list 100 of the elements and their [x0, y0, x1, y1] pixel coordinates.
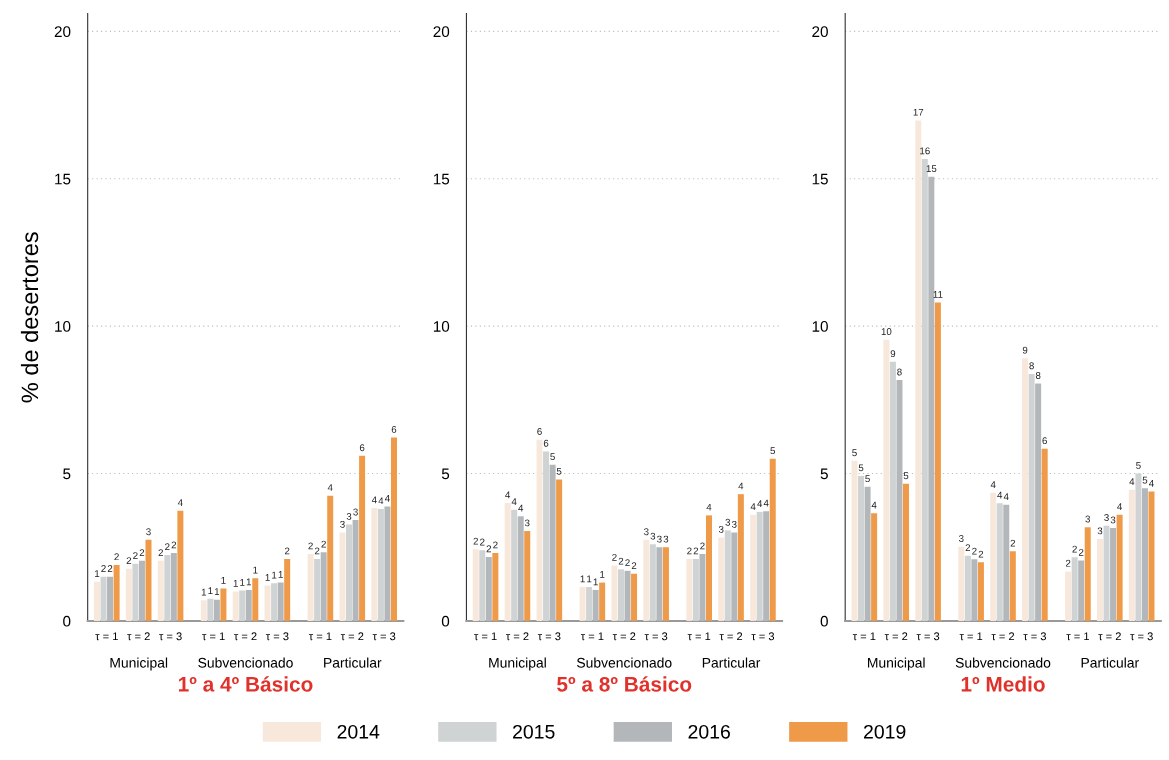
- data-label: 6: [537, 428, 542, 435]
- y-tick-label: 5: [820, 468, 828, 480]
- x-tick-label: τ = 1: [202, 632, 225, 641]
- data-label: 2: [972, 547, 977, 555]
- data-label: 2: [625, 559, 630, 567]
- y-tick-label: 10: [433, 321, 450, 332]
- data-label: 5: [1136, 462, 1141, 469]
- data-label: 2: [612, 553, 617, 561]
- data-label: 2: [158, 549, 163, 556]
- data-label: 8: [1029, 362, 1034, 370]
- x-tick-label: τ = 3: [1130, 632, 1153, 641]
- data-label: 1: [221, 577, 226, 584]
- data-label: 1: [253, 566, 258, 574]
- data-label: 2: [693, 547, 699, 555]
- y-tick-label: 20: [812, 26, 828, 38]
- data-label: 5: [858, 464, 864, 472]
- data-label: 3: [657, 535, 662, 543]
- text: 5º a 8º Básico: [557, 676, 692, 692]
- data-label: 4: [511, 498, 517, 505]
- y-tick-label: 0: [820, 615, 828, 627]
- data-label: 2: [486, 545, 492, 553]
- data-label: 3: [718, 525, 724, 533]
- y-tick-label: 15: [812, 173, 828, 185]
- data-label: 4: [997, 491, 1003, 499]
- legend-label: 2014: [337, 724, 380, 739]
- text: Subvencionado: [198, 657, 293, 668]
- data-label: 2: [126, 557, 132, 564]
- x-tick-label: τ = 2: [612, 632, 636, 641]
- data-label: 4: [990, 481, 996, 488]
- data-label: 4: [738, 482, 744, 490]
- data-label: 15: [926, 165, 937, 172]
- data-label: 4: [371, 496, 377, 504]
- data-label: 3: [725, 518, 731, 526]
- data-label: 2: [700, 542, 705, 550]
- data-label: 16: [920, 147, 930, 155]
- data-label: 1: [246, 578, 251, 586]
- data-label: 3: [958, 535, 964, 542]
- x-tick-label: τ = 1: [852, 632, 876, 641]
- data-label: 2: [284, 547, 290, 555]
- data-label: 2: [965, 544, 971, 551]
- data-label: 1: [580, 575, 585, 583]
- y-tick-label: 10: [55, 321, 71, 332]
- text: Particular: [324, 657, 382, 668]
- text: Municipal: [868, 657, 925, 671]
- data-label: 1: [214, 588, 220, 595]
- x-tick-label: τ = 2: [1098, 632, 1121, 641]
- data-label: 9: [890, 350, 896, 358]
- y-tick-label: 10: [812, 321, 828, 332]
- data-label: 2: [1072, 545, 1077, 553]
- x-tick-label: τ = 1: [580, 632, 604, 641]
- data-label: 5: [556, 467, 562, 475]
- data-label: 1: [593, 578, 598, 586]
- data-label: 4: [871, 501, 877, 509]
- text: Particular: [1081, 657, 1139, 668]
- data-label: 1: [240, 579, 245, 586]
- text: Subvencionado: [955, 657, 1051, 668]
- data-label: 2: [133, 552, 138, 559]
- x-tick-label: τ = 1: [1066, 632, 1089, 641]
- data-label: 2: [171, 541, 177, 549]
- x-tick-label: τ = 3: [1023, 632, 1047, 641]
- data-label: 1: [233, 579, 238, 587]
- data-label: 2: [618, 557, 624, 565]
- data-label: 2: [473, 537, 478, 545]
- x-tick-label: τ = 2: [234, 632, 257, 641]
- data-label: 4: [384, 495, 390, 502]
- x-tick-label: τ = 2: [884, 632, 908, 641]
- data-label: 4: [1149, 480, 1154, 487]
- data-label: 4: [327, 484, 333, 491]
- data-label: 4: [1129, 478, 1135, 485]
- x-tick-label: τ = 3: [916, 632, 940, 641]
- legend-label: 2015: [513, 724, 555, 739]
- data-label: 3: [353, 508, 358, 516]
- data-label: 2: [978, 550, 984, 558]
- data-label: 3: [643, 528, 649, 536]
- x-tick-label: τ = 1: [687, 632, 711, 641]
- y-tick-label: 0: [63, 615, 71, 627]
- y-tick-label: 5: [441, 468, 450, 480]
- data-label: 4: [378, 497, 384, 505]
- data-label: 3: [1110, 516, 1116, 524]
- y-tick-label: 15: [433, 173, 450, 185]
- data-label: 2: [1078, 548, 1084, 556]
- data-label: 2: [493, 541, 498, 549]
- data-label: 6: [543, 439, 549, 447]
- legend-label: 2019: [864, 724, 906, 739]
- data-label: 4: [505, 491, 511, 499]
- data-label: 9: [1022, 346, 1028, 354]
- x-tick-label: τ = 2: [127, 632, 150, 641]
- data-label: 3: [1104, 514, 1109, 522]
- data-label: 4: [706, 503, 712, 511]
- legend-label: 2016: [688, 724, 730, 739]
- data-label: 5: [903, 472, 909, 480]
- data-label: 3: [1097, 527, 1103, 535]
- y-tick-label: 0: [441, 615, 450, 627]
- data-label: 5: [865, 475, 870, 483]
- data-label: 1: [600, 571, 605, 578]
- data-label: 2: [139, 549, 145, 556]
- data-label: 8: [897, 368, 902, 376]
- data-label: 1: [587, 575, 592, 583]
- data-label: 5: [852, 449, 857, 457]
- x-tick-label: τ = 3: [265, 632, 289, 641]
